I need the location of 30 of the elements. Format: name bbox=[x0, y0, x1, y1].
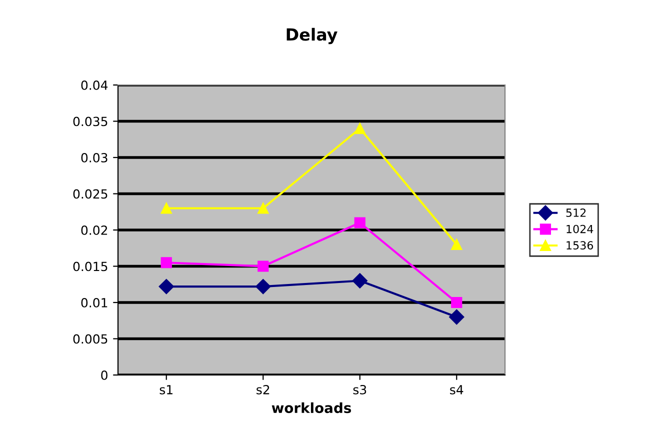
legend-label: 512 bbox=[566, 208, 586, 217]
x-tick-label: s2 bbox=[256, 384, 270, 394]
x-tick-label: s1 bbox=[160, 385, 172, 394]
y-tick-label: 0.02 bbox=[81, 225, 108, 235]
x-axis-title: workloads bbox=[272, 402, 352, 414]
legend-label: 1536 bbox=[566, 241, 594, 250]
y-tick-label: 0.035 bbox=[73, 116, 108, 126]
point bbox=[160, 257, 172, 268]
y-tick-label: 0.005 bbox=[73, 334, 108, 344]
point bbox=[258, 260, 269, 272]
y-tick-label: 0.01 bbox=[81, 298, 108, 308]
y-tick-label: 0 bbox=[101, 370, 108, 380]
legend-label: 1024 bbox=[566, 224, 594, 234]
point bbox=[160, 202, 172, 214]
x-tick-label: s4 bbox=[450, 385, 464, 394]
point bbox=[256, 278, 271, 294]
y-tick-label: 0.04 bbox=[81, 80, 108, 90]
point bbox=[352, 273, 368, 288]
y-tick-label: 0.015 bbox=[73, 262, 108, 272]
y-tick-label: 0.025 bbox=[73, 189, 108, 199]
x-tick-label: s3 bbox=[353, 384, 366, 394]
point bbox=[258, 202, 269, 214]
y-tick-label: 0.03 bbox=[81, 152, 108, 162]
point bbox=[451, 296, 462, 308]
point bbox=[354, 217, 366, 228]
point bbox=[449, 309, 464, 325]
point bbox=[158, 278, 174, 294]
point bbox=[451, 238, 462, 250]
point bbox=[354, 122, 366, 134]
chart-title: Delay bbox=[286, 28, 338, 44]
